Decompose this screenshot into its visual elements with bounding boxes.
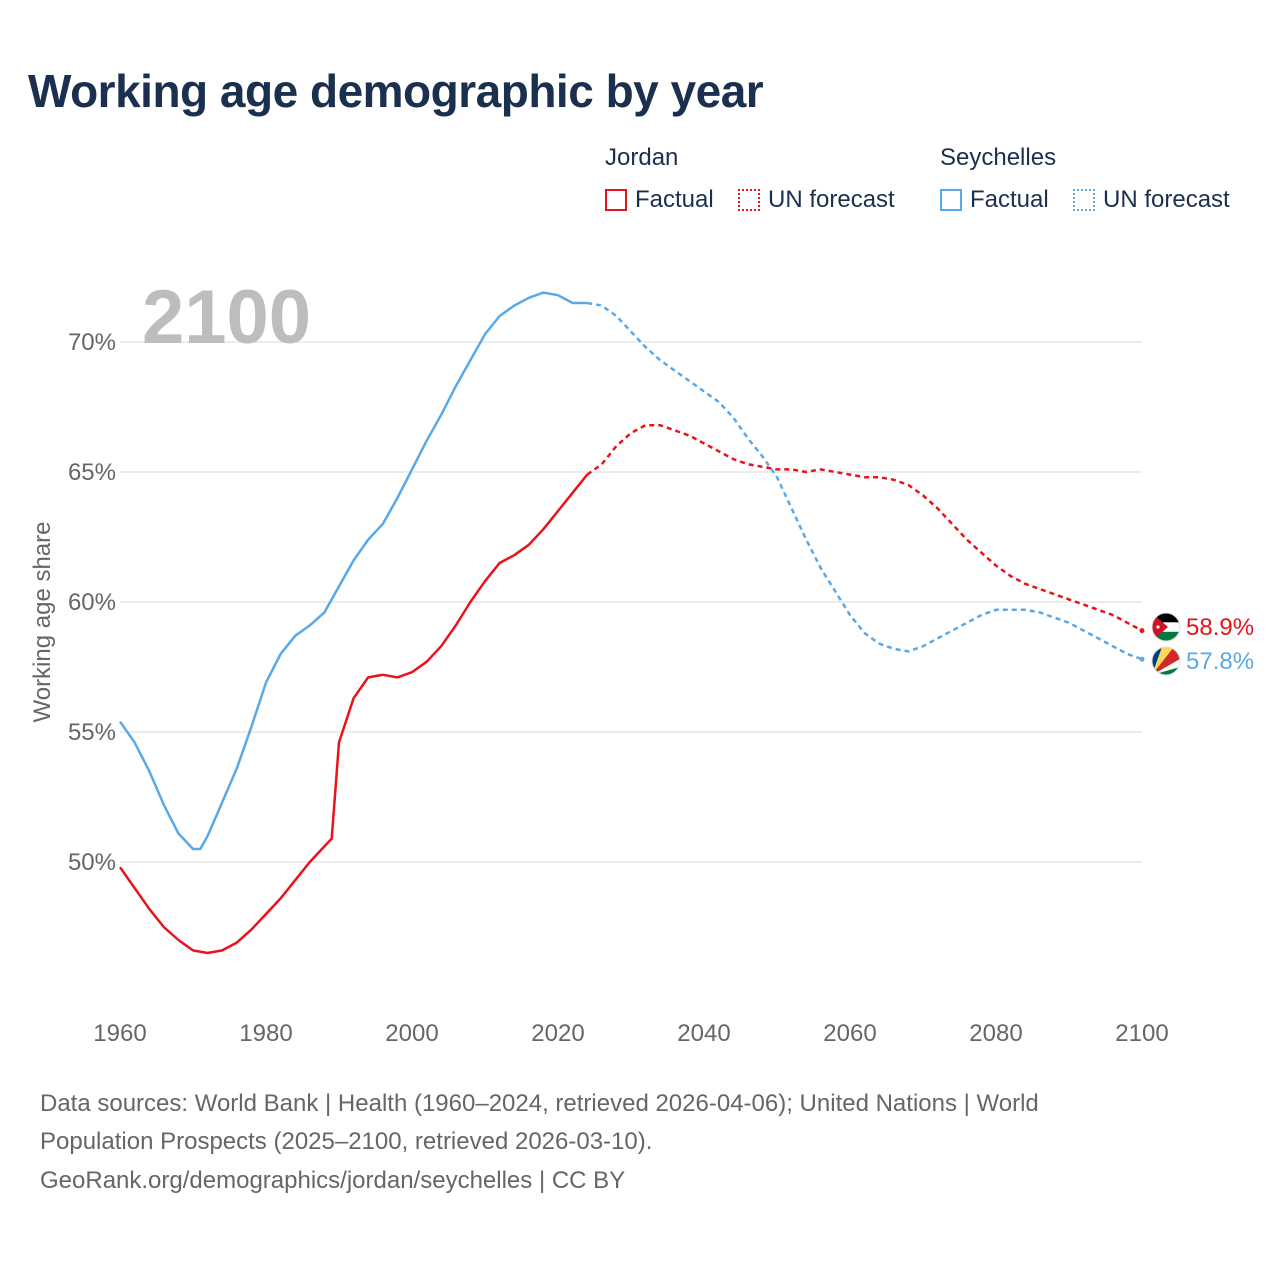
legend-title-jordan: Jordan <box>605 144 679 171</box>
jordan-end-point <box>1139 628 1145 634</box>
seychelles-flag-icon <box>1151 646 1181 676</box>
end-markers: 58.9% 57.8% <box>1139 612 1254 676</box>
grid-lines <box>120 341 1142 863</box>
source-link[interactable]: GeoRank.org/demographics/jordan/seychell… <box>40 1167 626 1194</box>
y-tick-label: 50% <box>68 849 116 876</box>
series-line-seychelles-forecast <box>586 301 1143 661</box>
legend-item-jordan-forecast[interactable]: UN forecast <box>738 184 895 216</box>
y-axis: 50% 55% 60% 65% 70% <box>68 329 116 876</box>
y-tick-label: 65% <box>68 459 116 486</box>
legend-swatch-seychelles-factual <box>940 189 962 211</box>
legend-item-seychelles-factual[interactable]: Factual <box>940 184 1049 216</box>
x-axis: 1960 1980 2000 2020 2040 2060 2080 2100 <box>93 1020 1168 1047</box>
x-tick-label: 1980 <box>239 1020 292 1047</box>
legend-title-seychelles: Seychelles <box>940 144 1057 171</box>
y-tick-label: 55% <box>68 719 116 746</box>
x-tick-label: 1960 <box>93 1020 146 1047</box>
x-tick-label: 2060 <box>823 1020 876 1047</box>
series-line-jordan-forecast <box>586 423 1143 632</box>
series-lines <box>118 291 1143 955</box>
source-line-1: Data sources: World Bank | Health (1960–… <box>40 1090 1039 1117</box>
x-tick-label: 2080 <box>969 1020 1022 1047</box>
legend-swatch-jordan-forecast <box>738 189 760 211</box>
x-tick-label: 2040 <box>677 1020 730 1047</box>
y-tick-label: 70% <box>68 329 116 356</box>
x-tick-label: 2000 <box>385 1020 438 1047</box>
series-line-jordan-factual <box>118 473 589 955</box>
legend-swatch-jordan-factual <box>605 189 627 211</box>
legend-label-jordan-factual: Factual <box>635 186 714 213</box>
x-tick-label: 2100 <box>1115 1020 1168 1047</box>
series-line-seychelles-factual <box>118 291 588 851</box>
legend-swatch-seychelles-forecast <box>1073 189 1095 211</box>
seychelles-end-point <box>1139 656 1145 662</box>
legend-label-jordan-forecast: UN forecast <box>768 186 895 213</box>
source-line-2: Population Prospects (2025–2100, retriev… <box>40 1128 653 1155</box>
legend-item-seychelles-forecast[interactable]: UN forecast <box>1073 184 1230 216</box>
chart-title: Working age demographic by year <box>28 65 764 117</box>
line-chart: 2100 50% 55% 60% 65% 70% 1960 1980 2000 2020 204… <box>29 275 1254 1047</box>
seychelles-end-label: 57.8% <box>1186 648 1254 675</box>
jordan-flag-icon <box>1151 612 1181 642</box>
jordan-end-label: 58.9% <box>1186 614 1254 641</box>
legend-label-seychelles-factual: Factual <box>970 186 1049 213</box>
legend-label-seychelles-forecast: UN forecast <box>1103 186 1230 213</box>
y-tick-label: 60% <box>68 589 116 616</box>
x-tick-label: 2020 <box>531 1020 584 1047</box>
legend-item-jordan-factual[interactable]: Factual <box>605 184 714 216</box>
year-watermark: 2100 <box>142 275 311 360</box>
y-axis-label: Working age share <box>29 522 56 723</box>
